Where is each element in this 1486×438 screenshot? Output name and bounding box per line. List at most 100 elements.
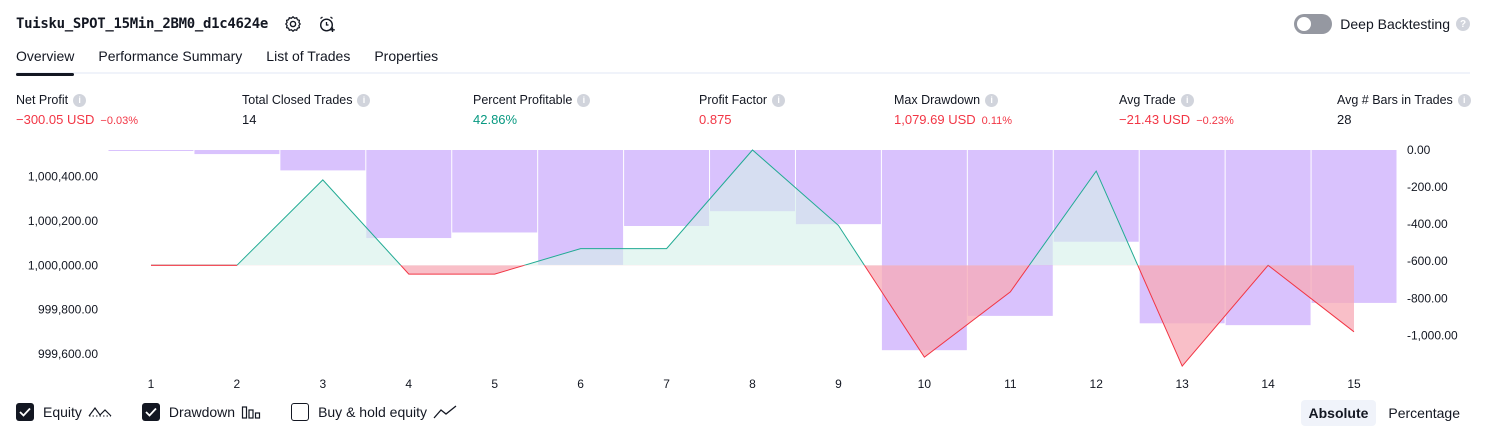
info-icon[interactable]: i: [73, 93, 87, 107]
equity-checkbox[interactable]: [16, 403, 34, 421]
buy-hold-checkbox[interactable]: [291, 403, 310, 421]
deep-backtesting-toggle[interactable]: [1294, 14, 1333, 34]
x-axis-tick: 1: [148, 377, 155, 391]
info-icon[interactable]: i: [772, 93, 786, 107]
alarm-clock-plus-icon[interactable]: [318, 15, 336, 33]
metric-max-drawdown: Max Drawdown i 1,079.69 USD 0.11%: [894, 93, 1012, 127]
x-axis-tick: 14: [1261, 377, 1275, 391]
drawdown-bar: [280, 150, 366, 171]
deep-backtesting: Deep Backtesting ?: [1294, 14, 1470, 34]
metric-percent: −0.03%: [100, 115, 139, 127]
x-axis-tick: 5: [491, 377, 498, 391]
drawdown-bar: [624, 150, 710, 226]
x-axis-tick: 2: [234, 377, 241, 391]
left-axis-tick: 1,000,400.00: [28, 170, 98, 184]
metric-value: −21.43 USD: [1119, 112, 1191, 127]
legend-equity[interactable]: Equity: [16, 403, 112, 421]
metric-label: Percent Profitable: [473, 93, 573, 107]
x-axis-tick: 9: [835, 377, 842, 391]
metric-net-profit: Net Profit i −300.05 USD −0.03%: [16, 93, 138, 127]
report-tabs: Overview Performance Summary List of Tra…: [16, 48, 1470, 76]
metric-value: 14: [242, 112, 257, 127]
equity-loss-area: [151, 265, 1354, 367]
metric-label: Avg # Bars in Trades: [1337, 93, 1453, 107]
drawdown-bar: [108, 150, 194, 151]
right-axis: 0.00 -200.00 -400.00 -600.00 -800.00 -1,000.0…: [1407, 143, 1458, 342]
legend-buy-hold[interactable]: Buy & hold equity: [291, 403, 457, 421]
report-header: Tuisku_SPOT_15Min_2BM0_d1c4624e: [16, 12, 336, 36]
bars-icon: [241, 404, 261, 420]
right-axis-tick: -200.00: [1407, 180, 1448, 194]
right-axis-tick: -800.00: [1407, 291, 1448, 305]
x-axis-tick: 8: [749, 377, 756, 391]
equity-line-above: [151, 149, 1269, 266]
right-axis-tick: -600.00: [1407, 254, 1448, 268]
chart-legend: Equity Drawdown Buy & hold equity: [16, 403, 487, 421]
equity-gain-area: [236, 150, 1138, 266]
left-axis-tick: 1,000,200.00: [28, 214, 98, 228]
drawdown-bar: [366, 150, 452, 239]
info-icon[interactable]: i: [577, 93, 591, 107]
info-icon[interactable]: i: [1457, 93, 1471, 107]
metric-label: Max Drawdown: [894, 93, 981, 107]
metric-avg-trade: Avg Trade i −21.43 USD −0.23%: [1119, 93, 1234, 127]
info-icon[interactable]: i: [1180, 93, 1194, 107]
metrics-row: Net Profit i −300.05 USD −0.03% Total Clos…: [16, 93, 1471, 133]
x-axis-tick: 15: [1347, 377, 1361, 391]
metric-value: 0.875: [699, 112, 732, 127]
x-axis: 1 2 3 4 5 6 7 8 9 10 11 12 13 14 15: [148, 377, 1361, 391]
x-axis-tick: 4: [405, 377, 412, 391]
gear-icon[interactable]: [284, 15, 302, 33]
legend-label: Equity: [43, 404, 82, 420]
x-axis-tick: 12: [1090, 377, 1104, 391]
metric-profit-factor: Profit Factor i 0.875: [699, 93, 786, 127]
left-axis-tick: 999,600.00: [38, 347, 98, 361]
question-icon[interactable]: ?: [1456, 17, 1470, 31]
x-axis-tick: 10: [918, 377, 932, 391]
x-axis-tick: 3: [319, 377, 326, 391]
metric-percent: −0.23%: [1196, 115, 1234, 127]
equity-fill: [151, 150, 1354, 367]
equity-line-icon: [88, 404, 112, 420]
metric-label: Profit Factor: [699, 93, 768, 107]
drawdown-checkbox[interactable]: [141, 403, 160, 421]
metric-label: Avg Trade: [1119, 93, 1176, 107]
metric-percent-profitable: Percent Profitable i 42.86%: [473, 93, 591, 127]
deep-backtesting-label: Deep Backtesting: [1340, 16, 1450, 32]
tab-performance-summary[interactable]: Performance Summary: [98, 48, 243, 64]
metric-percent: 0.11%: [981, 115, 1013, 127]
equity-drawdown-chart[interactable]: 1,000,400.00 1,000,200.00 1,000,000.00 999,…: [0, 140, 1486, 398]
metric-total-closed-trades: Total Closed Trades i 14: [242, 93, 371, 127]
drawdown-bar: [194, 150, 280, 155]
equity-line: [150, 149, 1355, 368]
x-axis-tick: 11: [1004, 377, 1017, 391]
percentage-button[interactable]: Percentage: [1388, 405, 1460, 421]
legend-label: Buy & hold equity: [318, 404, 428, 420]
x-axis-tick: 13: [1175, 377, 1189, 391]
info-icon[interactable]: i: [357, 93, 371, 107]
equity-line-below: [151, 265, 1355, 368]
metric-value: 28: [1337, 112, 1352, 127]
metric-value: 1,079.69 USD: [894, 112, 976, 127]
legend-drawdown[interactable]: Drawdown: [141, 403, 261, 421]
x-axis-tick: 7: [663, 377, 670, 391]
info-icon[interactable]: i: [985, 93, 999, 107]
drawdown-bar: [538, 150, 624, 265]
strategy-name: Tuisku_SPOT_15Min_2BM0_d1c4624e: [16, 16, 268, 32]
trend-line-icon: [433, 404, 457, 420]
tab-list-of-trades[interactable]: List of Trades: [266, 48, 351, 64]
metric-value: −300.05 USD: [16, 112, 95, 127]
metric-label: Net Profit: [16, 93, 69, 107]
left-axis: 1,000,400.00 1,000,200.00 1,000,000.00 999,…: [28, 170, 98, 361]
x-axis-tick: 6: [577, 377, 584, 391]
metric-avg-bars-in-trades: Avg # Bars in Trades i 28: [1337, 93, 1471, 127]
metric-label: Total Closed Trades: [242, 93, 353, 107]
tab-properties[interactable]: Properties: [374, 48, 439, 64]
legend-label: Drawdown: [168, 404, 236, 420]
absolute-button[interactable]: Absolute: [1300, 400, 1377, 426]
right-axis-tick: -400.00: [1407, 217, 1448, 231]
left-axis-tick: 1,000,000.00: [28, 258, 98, 272]
right-axis-tick: -1,000.00: [1407, 328, 1458, 342]
tab-overview[interactable]: Overview: [16, 48, 75, 76]
toggle-knob: [1297, 17, 1312, 31]
